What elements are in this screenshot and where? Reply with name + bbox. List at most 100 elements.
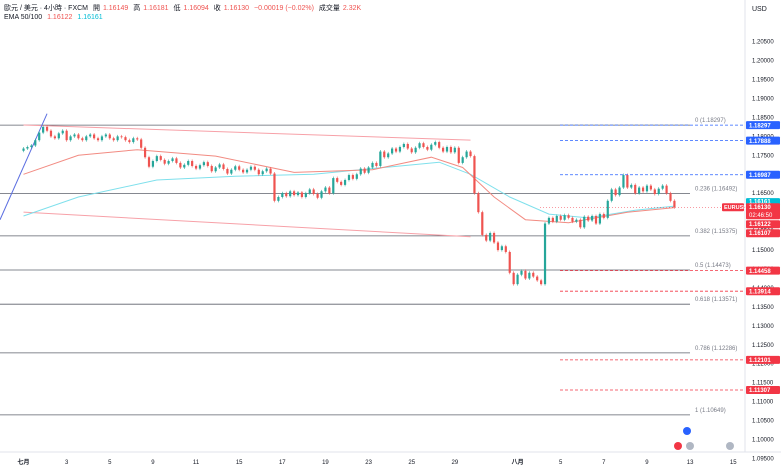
x-tick-label: 19 <box>322 460 329 466</box>
candle-body <box>583 216 586 228</box>
candle-body <box>222 164 225 169</box>
y-tick-label: 1.18500 <box>752 115 774 121</box>
x-tick-label: 13 <box>687 460 694 466</box>
y-tick-label: 1.20500 <box>752 40 774 46</box>
candle-body <box>363 168 366 173</box>
candle-body <box>489 233 492 241</box>
x-tick-label: 25 <box>408 460 415 466</box>
fib-level-label: 1 (1.10649) <box>695 408 726 414</box>
candle-body <box>93 134 96 139</box>
candle-body <box>430 144 433 150</box>
candle-body <box>496 242 500 251</box>
candle-body <box>81 138 84 141</box>
candle-body <box>379 151 382 166</box>
candle-body <box>528 272 531 279</box>
candle-body <box>355 174 358 179</box>
candle-body <box>198 165 202 169</box>
x-tick-label: 7 <box>602 460 606 466</box>
candle-body <box>481 212 484 235</box>
fib-level-label: 0.382 (1.15375) <box>695 229 737 235</box>
low-tag <box>746 229 780 238</box>
candle-body <box>398 147 402 152</box>
candle-body <box>218 164 221 168</box>
candle-body <box>453 147 456 153</box>
candle-body <box>485 234 488 241</box>
candle-body <box>457 147 460 163</box>
candle-body <box>461 157 464 163</box>
price-line-tag <box>746 121 780 130</box>
candle-body <box>336 178 339 182</box>
candle-body <box>669 193 672 201</box>
candle-body <box>587 216 590 221</box>
x-tick-label: 9 <box>645 460 649 466</box>
lower-channel <box>23 211 471 238</box>
candle-body <box>242 169 245 173</box>
candle-body <box>559 215 562 220</box>
candle-body <box>159 156 162 160</box>
candle-body <box>394 148 398 152</box>
candle-body <box>422 143 425 148</box>
candle-body <box>332 178 335 194</box>
candle-body <box>281 193 284 198</box>
candle-body <box>194 165 198 169</box>
candle-body <box>410 148 413 153</box>
close-label: 收 <box>213 5 221 12</box>
candle-body <box>132 138 135 143</box>
candle-body <box>500 246 503 251</box>
ema-legend[interactable]: EMA 50/100 1.16122 1.16161 <box>4 14 106 21</box>
candle-body <box>120 136 123 138</box>
candle-body <box>53 136 56 139</box>
candle-body <box>155 156 158 162</box>
x-tick-label: 11 <box>193 460 200 466</box>
candle-body <box>602 214 605 218</box>
y-tick-label: 1.09500 <box>752 456 774 462</box>
price-line-tag <box>746 385 780 394</box>
upper-channel <box>23 124 471 141</box>
y-tick-label: 1.10500 <box>752 419 774 425</box>
candle-body <box>89 134 92 137</box>
candle-body <box>128 140 131 143</box>
open-label: 開 <box>92 5 100 12</box>
candle-body <box>579 219 582 228</box>
candle-body <box>630 184 633 188</box>
y-tick-label: 1.15000 <box>752 248 774 254</box>
candle-body <box>641 187 645 192</box>
y-tick-label: 1.11000 <box>752 400 774 406</box>
ema-slow-tag-label: 1.16161 <box>749 200 771 206</box>
x-tick-label: 17 <box>279 460 286 466</box>
candle-body <box>622 175 625 188</box>
candle-body <box>30 145 33 148</box>
candle-body <box>140 139 143 148</box>
fib-level-label: 0.786 (1.12286) <box>695 346 737 352</box>
candle-body <box>304 193 307 198</box>
candle-body <box>449 147 453 153</box>
candle-body <box>308 189 311 194</box>
fib-level-label: 0 (1.18297) <box>695 118 726 124</box>
candle-body <box>38 132 41 141</box>
candle-body <box>634 184 637 194</box>
candle-body <box>347 175 351 180</box>
event-icon <box>683 427 691 435</box>
candle-body <box>575 219 578 222</box>
fib-level-label: 0.618 (1.13571) <box>695 297 737 303</box>
ema-fast-line <box>23 149 675 224</box>
open-value: 1.16149 <box>102 5 129 12</box>
symbol-tag <box>722 203 744 212</box>
candle-body <box>598 214 602 224</box>
candle-body <box>183 164 186 168</box>
fib-level-label: 0.236 (1.16492) <box>695 187 737 193</box>
low-tag-label: 1.16107 <box>749 231 771 237</box>
price-line-label: 1.17888 <box>749 139 771 145</box>
ema-slow-value: 1.16161 <box>77 14 103 21</box>
candle-body <box>175 158 178 163</box>
symbol-title[interactable]: 歐元 / 美元 · 4小時 · FXCM <box>4 5 88 12</box>
candle-body <box>653 189 656 194</box>
ema-label: EMA 50/100 <box>4 14 43 21</box>
price-line-tag <box>746 170 780 179</box>
x-tick-label: 15 <box>236 460 243 466</box>
candle-body <box>147 157 151 167</box>
candle-body <box>300 192 304 198</box>
candle-body <box>104 134 107 137</box>
y-tick-label: 1.11500 <box>752 381 774 387</box>
